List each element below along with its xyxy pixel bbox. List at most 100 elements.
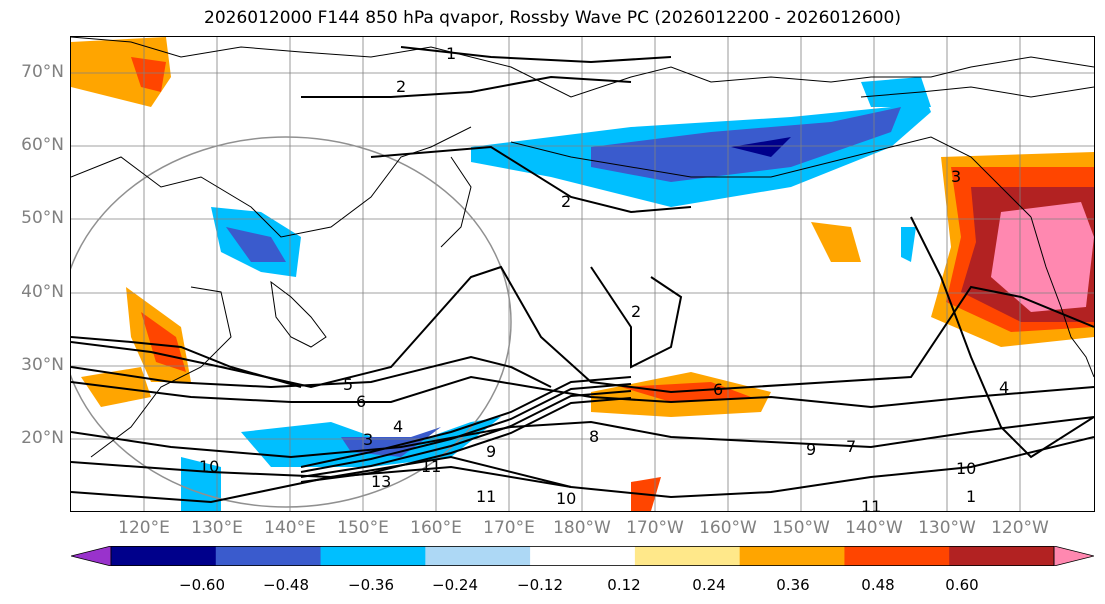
lon-label-140w: 140°W [845,518,903,538]
map-panel: 1 2 2 2 5 6 4 3 9 10 11 10 11 1 3 6 8 7 9… [70,36,1095,512]
lon-label-130w: 130°W [918,518,976,538]
shade-blue-hawaii-n [901,227,916,262]
contour-label: 4 [393,417,403,436]
coast-kamchatka [440,156,472,248]
contour-jet-2 [300,383,632,473]
coast-canada [860,86,1094,98]
colorbar-tick: 0.12 [607,576,641,594]
lon-label-130e: 130°E [191,518,243,538]
colorbar-cell [320,546,426,566]
lon-label-160e: 160°E [410,518,462,538]
contour-japan-jet [71,336,302,388]
coast-alaska [510,136,1032,218]
shade-orange-aleutian [811,222,861,262]
contour-1 [400,46,672,64]
contour-label: 2 [561,192,571,211]
contour-label: 1 [446,44,456,63]
lon-label-170e: 170°E [483,518,535,538]
contour-label: 9 [806,440,816,459]
lat-label-70: 70°N [21,62,64,82]
colorbar-tick: 0.60 [945,576,979,594]
colorbar-tick: 0.36 [776,576,810,594]
contour-label: 7 [846,437,856,456]
colorbar-cell [739,546,845,566]
colorbar-extend-low [71,546,112,566]
lon-label-120w: 120°W [991,518,1049,538]
contour-label: 2 [396,77,406,96]
coast-siberia [71,37,1094,98]
lat-label-20: 20°N [21,428,64,448]
colorbar-cell [634,546,741,566]
shade-red-ne-siberia [131,57,166,92]
contour-label: 6 [713,380,723,399]
contour-labels: 1 2 2 2 5 6 4 3 9 10 11 10 11 1 3 6 8 7 9… [199,44,1009,511]
colorbar-cells [71,546,1094,566]
colorbar-frame [110,546,1055,566]
contour-jet-3 [300,390,632,478]
contour-5 [71,355,552,389]
colorbar-tick: −0.24 [432,576,478,594]
contour-6 [71,375,1094,409]
contour-2c [590,266,683,369]
contour-label: 11 [861,497,881,511]
colorbar-tick: 0.24 [692,576,726,594]
contour-label: 10 [556,489,576,508]
lon-label-120e: 120°E [118,518,170,538]
contour-10 [71,436,1094,499]
colorbar-tick: −0.48 [263,576,309,594]
contour-jet-4 [300,397,632,483]
contour-jet-1 [300,376,632,468]
shade-blue-alaska-n [861,77,931,107]
colorbar-cell [425,546,531,566]
contour-label: 5 [343,375,353,394]
lon-label-180w: 180°W [553,518,611,538]
graticule [71,37,1094,511]
contour-label: 2 [631,302,641,321]
shade-orange-ne-siberia [71,37,171,107]
lat-label-60: 60°N [21,135,64,155]
colorbar-cell [949,546,1055,566]
lon-label-170w: 170°W [626,518,684,538]
coastlines [71,37,1094,458]
contour-9 [71,416,1094,459]
colorbar-tick: 0.48 [861,576,895,594]
contour-2a [301,75,632,98]
contour-label: 10 [956,459,976,478]
contour-2b [370,145,692,214]
colorbar-cell [844,546,950,566]
contour-label: 6 [356,392,366,411]
map-title: 2026012000 F144 850 hPa qvapor, Rossby W… [204,8,901,28]
coast-japan [270,280,327,348]
lon-label-160w: 160°W [699,518,757,538]
lat-label-50: 50°N [21,208,64,228]
colorbar-cell [111,546,217,566]
colorbar-cell [530,546,636,566]
lat-label-40: 40°N [21,282,64,302]
colorbar-extend-high [1053,546,1094,566]
colorbar-cell [215,546,322,566]
coast-namerica-west [1030,216,1094,378]
coast-korea-china [90,286,232,458]
contour-label: 1 [966,487,976,506]
shade-dkblue-japan [226,227,286,262]
contour-label: 4 [999,378,1009,397]
lat-label-30: 30°N [21,355,64,375]
colorbar-tick: −0.12 [517,576,563,594]
lon-label-150w: 150°W [772,518,830,538]
contour-label: 9 [486,442,496,461]
shade-navy-alaska [731,137,791,157]
contour-label: 3 [951,167,961,186]
contour-11 [71,455,572,504]
contour-ridge [910,216,1094,459]
contour-label: 10 [199,457,219,476]
colorbar [71,546,1094,566]
lon-label-140e: 140°E [264,518,316,538]
lon-label-150e: 150°E [337,518,389,538]
contours [71,46,1094,504]
region-circle [71,136,512,508]
contour-label: 8 [589,427,599,446]
contour-label: 11 [421,457,441,476]
map-canvas: 1 2 2 2 5 6 4 3 9 10 11 10 11 1 3 6 8 7 9… [71,37,1094,511]
colorbar-tick: −0.36 [348,576,394,594]
contour-label: 3 [363,430,373,449]
